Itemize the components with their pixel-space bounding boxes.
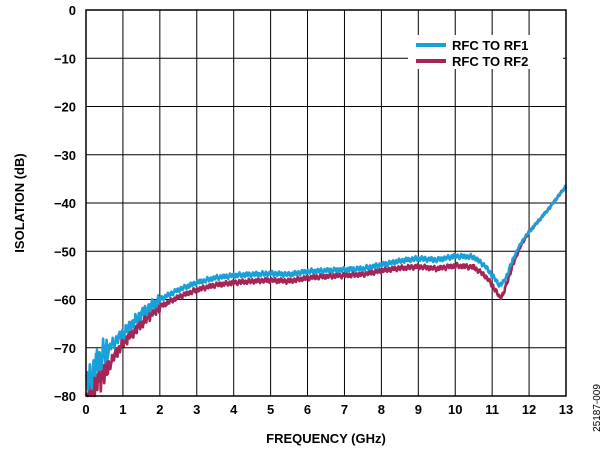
y-axis-title: ISOLATION (dB)	[12, 153, 27, 252]
x-tick-label: 11	[485, 402, 499, 417]
series-lines	[85, 184, 568, 398]
series-line-rf1	[85, 184, 568, 391]
x-tick-label: 12	[522, 402, 536, 417]
y-tick-label: −60	[54, 293, 76, 308]
plot-frame	[85, 9, 567, 397]
y-tick-labels: 0 −10 −20 −30 −40 −50 −60 −70 −80	[54, 3, 76, 404]
x-tick-labels: 0 1 2 3 4 5 6 7 8 9 10 11 12 13	[82, 402, 573, 417]
series-line-rf2	[85, 185, 568, 398]
y-tick-label: −70	[54, 341, 76, 356]
x-axis-title: FREQUENCY (GHz)	[266, 431, 386, 446]
figure-id: 25187-009	[592, 384, 603, 432]
y-tick-label: −80	[54, 389, 76, 404]
y-tick-label: −40	[54, 196, 76, 211]
x-tick-label: 10	[448, 402, 462, 417]
x-tick-label: 8	[378, 402, 385, 417]
x-tick-label: 3	[193, 402, 200, 417]
legend-label-rf2: RFC TO RF2	[452, 54, 528, 69]
y-tick-label: −10	[54, 51, 76, 66]
x-tick-label: 9	[415, 402, 422, 417]
x-tick-label: 0	[82, 402, 89, 417]
legend-background	[408, 35, 563, 69]
x-tick-label: 13	[559, 402, 573, 417]
x-tick-label: 2	[156, 402, 163, 417]
x-tick-label: 6	[304, 402, 311, 417]
y-tick-label: −50	[54, 244, 76, 259]
legend: RFC TO RF1 RFC TO RF2	[408, 35, 563, 69]
y-tick-label: 0	[69, 3, 76, 18]
y-tick-label: −30	[54, 148, 76, 163]
legend-label-rf1: RFC TO RF1	[452, 38, 528, 53]
x-tick-label: 4	[230, 402, 238, 417]
x-tick-label: 1	[119, 402, 126, 417]
x-tick-label: 5	[267, 402, 274, 417]
x-tick-label: 7	[341, 402, 348, 417]
y-tick-label: −20	[54, 100, 76, 115]
